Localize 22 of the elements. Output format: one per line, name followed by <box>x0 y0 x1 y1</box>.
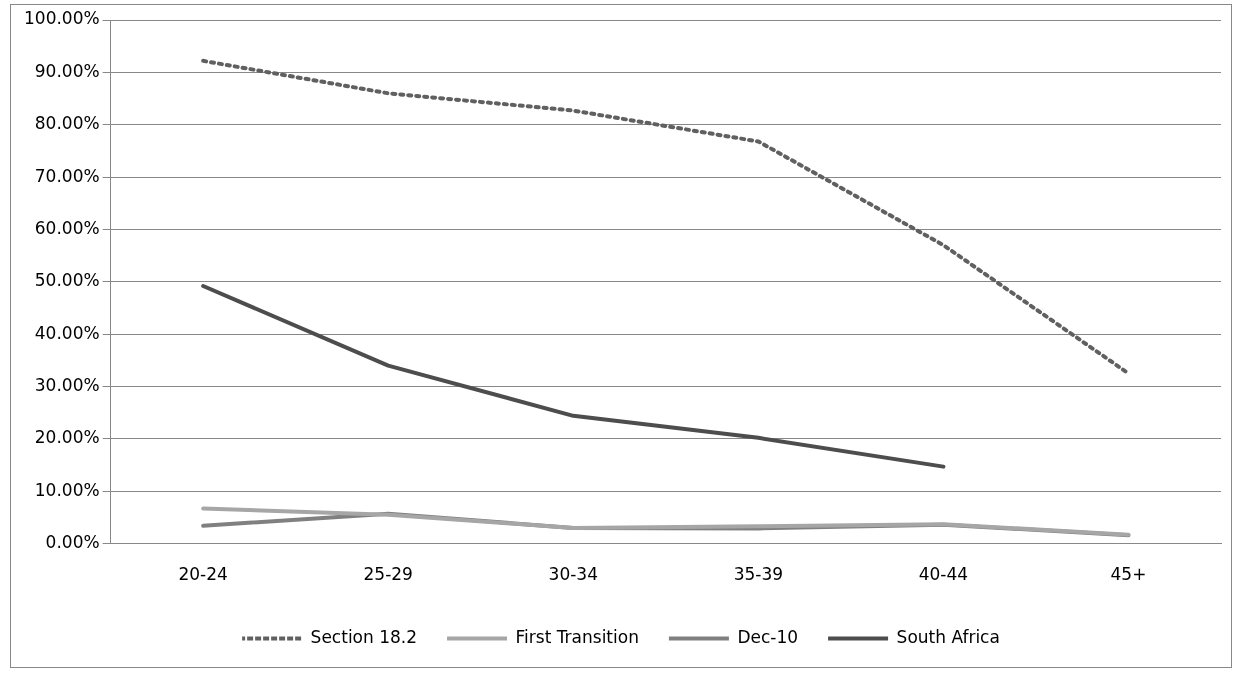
legend-label: Dec-10 <box>737 626 799 647</box>
x-tick-label: 40-44 <box>918 564 969 585</box>
x-tick-label: 25-29 <box>363 564 413 585</box>
y-tick-label: 70.00% <box>34 165 100 186</box>
y-tick-label: 80.00% <box>34 113 100 134</box>
y-tick-label: 30.00% <box>34 374 100 395</box>
legend-label: First Transition <box>515 626 639 647</box>
line-series <box>201 58 1131 376</box>
y-tick-label: 10.00% <box>34 479 100 500</box>
x-tick-label: 35-39 <box>733 564 784 585</box>
legend-label: Section 18.2 <box>310 626 418 647</box>
y-tick-label: 0.00% <box>45 532 100 553</box>
y-tick-label: 20.00% <box>34 427 100 448</box>
x-tick-label: 45+ <box>1110 564 1147 585</box>
y-tick-label: 40.00% <box>34 322 100 343</box>
x-tick-label: 30-34 <box>548 564 598 585</box>
legend-label: South Africa <box>896 626 1000 647</box>
x-tick-label: 20-24 <box>178 564 228 585</box>
y-tick-label: 50.00% <box>34 270 100 291</box>
y-tick-label: 100.00% <box>24 8 100 29</box>
y-tick-label: 60.00% <box>34 217 100 238</box>
y-tick-label: 90.00% <box>34 60 100 81</box>
